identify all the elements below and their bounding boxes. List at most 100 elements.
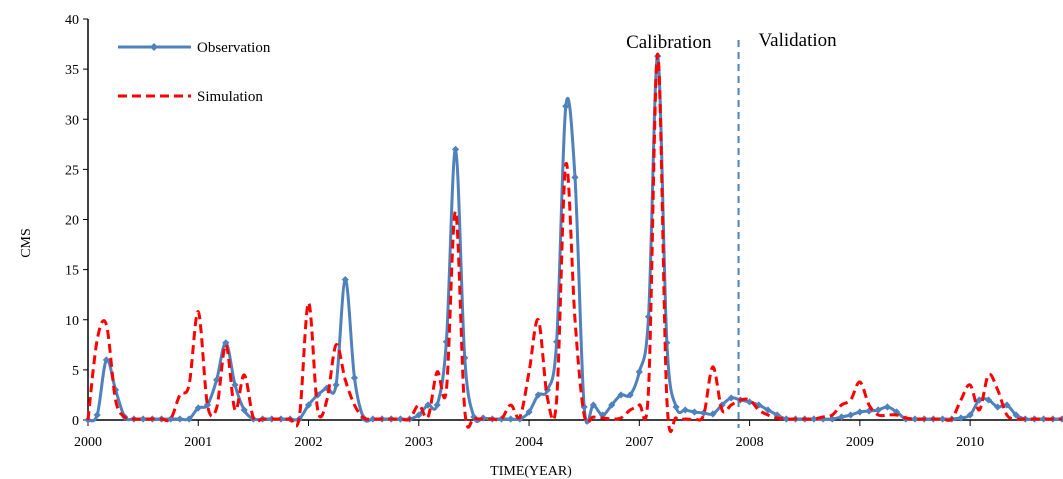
data-point bbox=[1012, 411, 1020, 419]
data-point bbox=[598, 411, 607, 419]
data-point bbox=[213, 376, 221, 384]
data-point bbox=[966, 411, 974, 419]
validation-label: Validation bbox=[759, 30, 838, 51]
calibration-label: Calibration bbox=[626, 32, 712, 53]
x-tick-label: 2002 bbox=[295, 435, 323, 450]
data-point bbox=[222, 339, 230, 347]
data-point bbox=[415, 411, 423, 419]
data-point bbox=[782, 415, 790, 423]
data-point bbox=[525, 408, 533, 416]
data-point bbox=[681, 406, 689, 414]
data-point bbox=[369, 415, 377, 423]
legend-item-observation: Observation bbox=[118, 40, 271, 56]
data-point bbox=[755, 401, 763, 409]
data-point bbox=[957, 414, 965, 422]
data-point bbox=[837, 413, 846, 421]
data-point bbox=[93, 411, 101, 419]
data-point bbox=[938, 415, 947, 423]
data-point bbox=[332, 381, 340, 389]
y-tick-label: 25 bbox=[65, 163, 79, 178]
y-tick-label: 30 bbox=[65, 113, 79, 128]
data-point bbox=[773, 411, 781, 419]
data-point bbox=[433, 401, 441, 409]
data-point bbox=[700, 409, 708, 417]
data-point bbox=[764, 406, 772, 414]
series-simulation bbox=[86, 52, 1062, 433]
y-tick-label: 20 bbox=[65, 214, 79, 229]
data-point bbox=[268, 415, 276, 423]
x-tick-label: 2008 bbox=[736, 435, 764, 450]
y-tick-label: 5 bbox=[72, 364, 79, 379]
x-tick-label: 2004 bbox=[515, 435, 543, 450]
data-point bbox=[727, 394, 735, 402]
series-layer bbox=[84, 52, 1063, 433]
data-point bbox=[176, 415, 184, 423]
data-point bbox=[396, 415, 405, 423]
data-point bbox=[341, 276, 349, 284]
data-point bbox=[231, 381, 239, 389]
data-point bbox=[461, 354, 469, 362]
data-point bbox=[185, 415, 193, 423]
x-tick-label: 2007 bbox=[625, 435, 653, 450]
legend-item-simulation: Simulation bbox=[118, 89, 263, 105]
data-point bbox=[350, 374, 359, 382]
data-point bbox=[883, 403, 892, 411]
x-tick-label: 2010 bbox=[956, 435, 984, 450]
data-point bbox=[856, 408, 864, 416]
data-point bbox=[507, 415, 515, 423]
data-point bbox=[709, 410, 717, 418]
y-tick-label: 0 bbox=[72, 414, 79, 429]
data-point bbox=[240, 406, 248, 414]
x-tick-label: 2003 bbox=[405, 435, 433, 450]
data-point bbox=[874, 406, 882, 414]
data-point bbox=[975, 396, 983, 404]
data-point bbox=[810, 415, 818, 423]
data-point bbox=[277, 415, 285, 423]
x-tick-label: 2009 bbox=[846, 435, 874, 450]
data-point bbox=[608, 401, 616, 409]
data-point bbox=[534, 391, 542, 399]
legend-label: Simulation bbox=[197, 89, 263, 105]
data-point bbox=[690, 408, 699, 416]
y-tick-label: 35 bbox=[65, 63, 79, 78]
legend: Observation Simulation bbox=[118, 40, 271, 105]
data-point bbox=[139, 415, 147, 423]
data-point bbox=[994, 403, 1002, 411]
y-tick-label: 15 bbox=[65, 264, 79, 279]
data-point bbox=[617, 391, 625, 399]
data-point bbox=[1058, 415, 1063, 423]
data-point bbox=[553, 338, 561, 346]
annotations: Calibration Validation bbox=[626, 30, 837, 428]
data-point bbox=[828, 415, 836, 423]
series-line-observation bbox=[86, 54, 1063, 425]
data-point bbox=[984, 396, 993, 404]
y-tick-label: 10 bbox=[65, 314, 79, 329]
data-point bbox=[865, 407, 873, 415]
data-point bbox=[562, 102, 570, 110]
x-axis-title: TIME(YEAR) bbox=[490, 464, 572, 479]
data-point bbox=[718, 401, 726, 409]
legend-label: Observation bbox=[197, 40, 271, 56]
data-point bbox=[102, 356, 110, 364]
data-point bbox=[194, 404, 202, 412]
data-point bbox=[847, 411, 855, 419]
data-point bbox=[626, 391, 634, 399]
axes: 0 5 10 15 20 25 30 35 40 2000 2001 2002 2003 2004 2007… bbox=[65, 13, 1062, 450]
x-tick-label: 2001 bbox=[184, 435, 212, 450]
data-point bbox=[1003, 401, 1011, 409]
legend-marker bbox=[150, 43, 158, 51]
x-tick-label: 2000 bbox=[74, 435, 102, 450]
data-point bbox=[571, 173, 579, 181]
y-axis-title: CMS bbox=[19, 228, 34, 258]
series-line-simulation bbox=[86, 52, 1062, 433]
data-point bbox=[635, 368, 643, 376]
data-point bbox=[451, 145, 460, 153]
data-point bbox=[424, 401, 432, 409]
data-point bbox=[589, 401, 597, 409]
series-observation bbox=[84, 52, 1063, 425]
data-point bbox=[203, 401, 212, 409]
y-tick-label: 40 bbox=[65, 13, 79, 28]
data-point bbox=[672, 403, 680, 411]
data-point bbox=[911, 415, 919, 423]
